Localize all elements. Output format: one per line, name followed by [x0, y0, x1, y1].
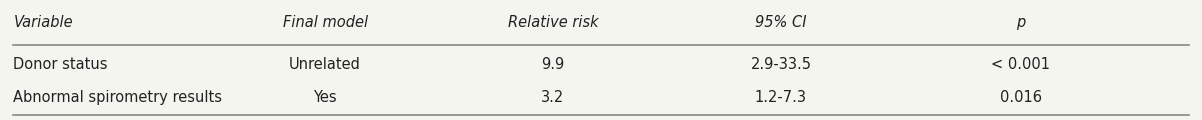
- Text: 9.9: 9.9: [541, 57, 565, 72]
- Text: Variable: Variable: [13, 15, 73, 30]
- Text: 2.9-33.5: 2.9-33.5: [750, 57, 811, 72]
- Text: Unrelated: Unrelated: [290, 57, 361, 72]
- Text: 1.2-7.3: 1.2-7.3: [755, 90, 807, 105]
- Text: Final model: Final model: [282, 15, 368, 30]
- Text: p: p: [1016, 15, 1025, 30]
- Text: Donor status: Donor status: [13, 57, 108, 72]
- Text: Relative risk: Relative risk: [507, 15, 599, 30]
- Text: 95% CI: 95% CI: [755, 15, 807, 30]
- Text: 3.2: 3.2: [541, 90, 565, 105]
- Text: Yes: Yes: [314, 90, 337, 105]
- Text: Abnormal spirometry results: Abnormal spirometry results: [13, 90, 222, 105]
- Text: < 0.001: < 0.001: [992, 57, 1051, 72]
- Text: 0.016: 0.016: [1000, 90, 1042, 105]
